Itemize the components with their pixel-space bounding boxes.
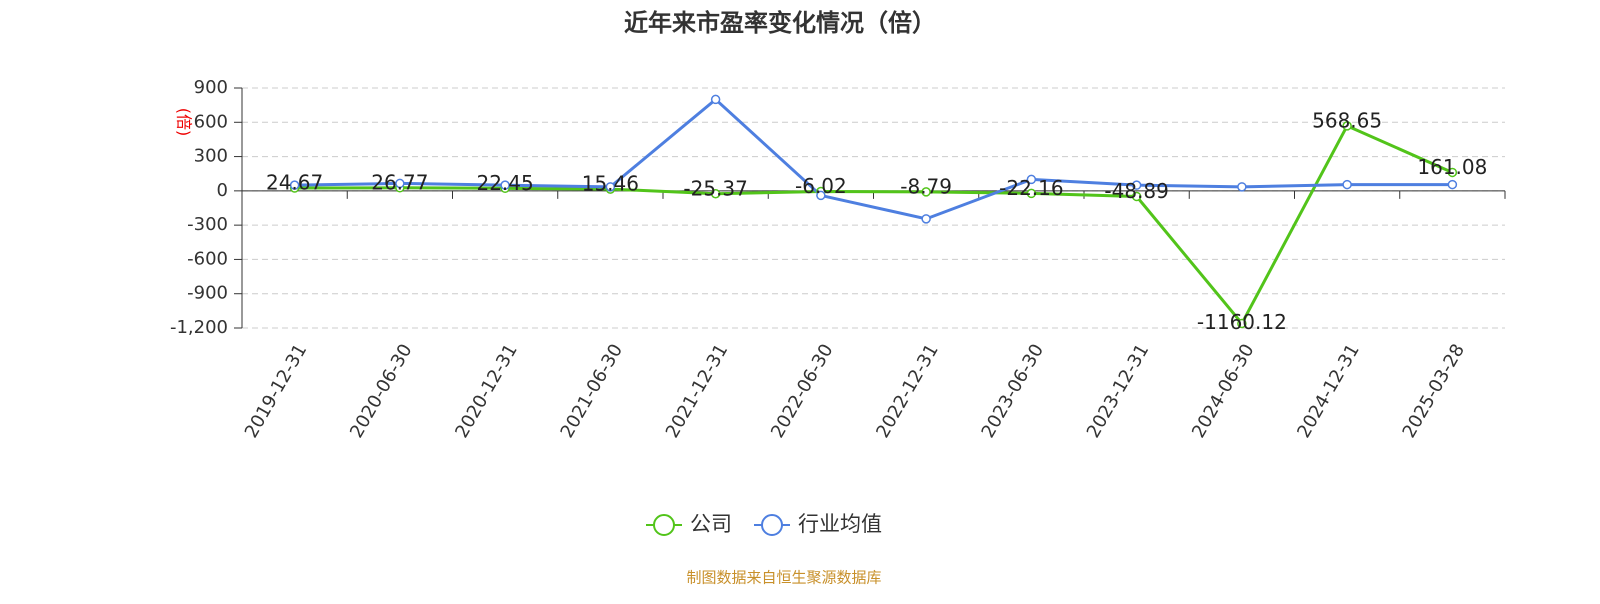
legend-marker (761, 514, 783, 536)
data-label: 568.65 (1312, 108, 1382, 132)
point (1026, 174, 1037, 185)
data-label: 15.46 (582, 172, 639, 196)
x-tick-label: 2019-12-31 (241, 341, 311, 442)
y-tick-label: 0 (217, 180, 228, 201)
point (500, 180, 510, 190)
data-label: -48.89 (1104, 179, 1168, 203)
y-tick-label: 600 (194, 111, 228, 132)
legend-label: 行业均值 (798, 512, 882, 536)
x-tick-label: 2020-06-30 (346, 341, 416, 442)
x-tick-label: 2023-06-30 (978, 341, 1048, 442)
point (921, 187, 931, 197)
x-tick-label: 2023-12-31 (1083, 341, 1153, 442)
point (816, 190, 826, 201)
point (921, 214, 931, 224)
point (1342, 179, 1352, 190)
point (1342, 121, 1352, 131)
x-tick-label: 2021-06-30 (557, 341, 627, 442)
point (710, 189, 721, 199)
data-label: -25.37 (683, 176, 747, 200)
data-label: 22.45 (476, 171, 533, 195)
point (1447, 179, 1458, 190)
point (1131, 191, 1142, 202)
y-tick-label: -600 (187, 248, 228, 269)
data-label: -1160.12 (1197, 310, 1287, 334)
y-tick-label: -1,200 (170, 317, 228, 338)
data-label: 24.67 (266, 171, 323, 195)
point (1237, 182, 1247, 192)
legend-label: 公司 (690, 512, 732, 536)
legend-marker (653, 514, 675, 536)
series-line (294, 123, 1453, 327)
x-tick-label: 2025-03-28 (1399, 341, 1469, 442)
source-note: 制图数据来自恒生聚源数据库 (686, 569, 881, 587)
y-tick-label: -300 (187, 214, 228, 235)
x-tick-label: 2022-06-30 (767, 341, 837, 442)
point (395, 178, 405, 189)
x-tick-label: 2024-06-30 (1188, 341, 1258, 442)
series-line (294, 97, 1453, 221)
x-tick-label: 2022-12-31 (872, 341, 942, 442)
point (1237, 318, 1247, 329)
point (1447, 167, 1458, 178)
point (710, 94, 721, 105)
x-tick-label: 2021-12-31 (662, 341, 732, 442)
y-tick-label: 900 (194, 77, 228, 98)
y-axis-label: (倍) (175, 108, 194, 137)
data-label: 26.77 (371, 170, 428, 194)
x-tick-label: 2020-12-31 (451, 341, 521, 442)
data-label: -22.16 (999, 176, 1063, 200)
x-tick-label: 2024-12-31 (1293, 341, 1363, 442)
chart-title: 近年来市盈率变化情况（倍） (624, 9, 936, 37)
y-tick-label: -900 (187, 283, 228, 304)
point (1131, 180, 1142, 190)
data-label: -8.79 (900, 174, 952, 198)
point (1026, 188, 1037, 199)
point (605, 182, 616, 192)
point (289, 180, 300, 190)
data-label: 161.08 (1417, 155, 1487, 179)
y-tick-label: 300 (194, 146, 228, 167)
data-label: -6.02 (795, 174, 847, 198)
